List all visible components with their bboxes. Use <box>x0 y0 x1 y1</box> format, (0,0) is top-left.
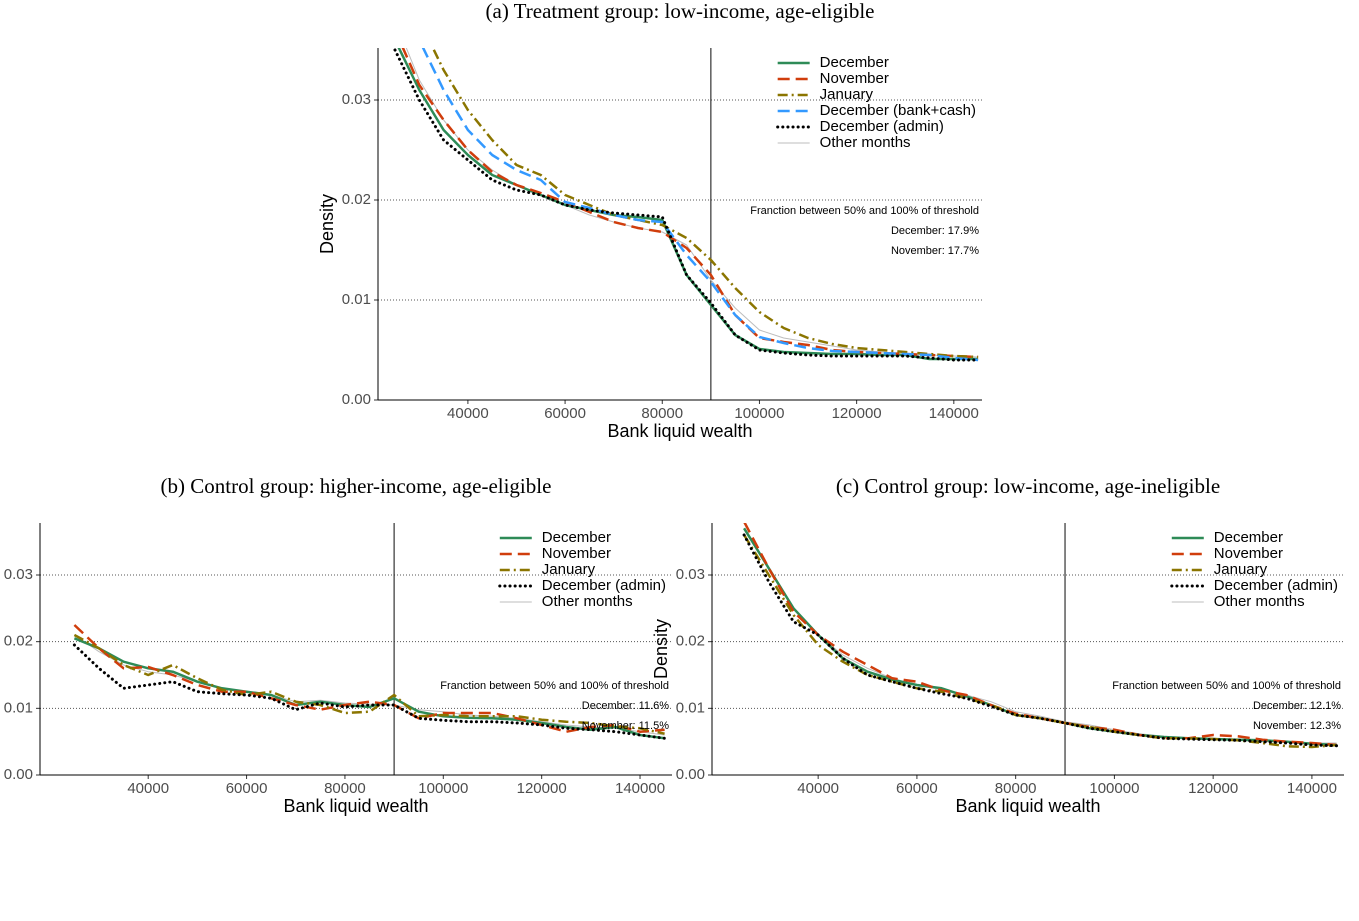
x-tick-label: 120000 <box>517 780 567 797</box>
y-axis-label: Density <box>651 619 671 679</box>
annotation: November: 12.3% <box>1253 720 1341 732</box>
y-tick-label: 0.01 <box>342 291 371 308</box>
x-tick-label: 140000 <box>929 405 979 422</box>
panel: (b) Control group: higher-income, age-el… <box>4 474 672 816</box>
series-line <box>405 48 979 358</box>
x-tick-label: 140000 <box>615 780 665 797</box>
x-tick-label: 80000 <box>995 780 1037 797</box>
y-tick-label: 0.01 <box>4 699 33 716</box>
legend-label: December <box>1214 529 1283 546</box>
x-axis-label: Bank liquid wealth <box>607 421 752 441</box>
annotation: December: 12.1% <box>1253 700 1341 712</box>
y-tick-label: 0.03 <box>676 566 705 583</box>
panel-title: (a) Treatment group: low-income, age-eli… <box>486 0 875 23</box>
series-line <box>393 48 980 362</box>
legend-label: Other months <box>542 593 633 610</box>
annotation: Franction between 50% and 100% of thresh… <box>440 680 669 692</box>
legend-label: December (admin) <box>542 577 666 594</box>
series-line <box>431 48 979 359</box>
x-tick-label: 40000 <box>127 780 169 797</box>
annotation: Franction between 50% and 100% of thresh… <box>750 205 979 217</box>
x-axis-label: Bank liquid wealth <box>283 796 428 816</box>
series-line <box>743 523 1337 747</box>
legend-label: Other months <box>1214 593 1305 610</box>
x-tick-label: 60000 <box>544 405 586 422</box>
series-line <box>743 534 1337 749</box>
x-axis-label: Bank liquid wealth <box>955 796 1100 816</box>
x-tick-label: 100000 <box>1089 780 1139 797</box>
legend-label: December (bank+cash) <box>820 102 976 119</box>
lines <box>742 523 1339 749</box>
legend-label: November <box>1214 545 1283 562</box>
legend-label: November <box>542 545 611 562</box>
y-tick-label: 0.00 <box>342 391 371 408</box>
series-line <box>73 637 665 740</box>
y-tick-label: 0.02 <box>342 191 371 208</box>
y-axis-label: Density <box>317 194 337 254</box>
x-tick-label: 60000 <box>896 780 938 797</box>
annotation: November: 17.7% <box>891 245 979 257</box>
x-tick-label: 60000 <box>226 780 268 797</box>
legend-label: November <box>820 70 889 87</box>
legend-label: December <box>542 529 611 546</box>
lines <box>72 624 667 740</box>
series-line <box>397 48 979 361</box>
x-tick-label: 40000 <box>447 405 489 422</box>
y-tick-label: 0.00 <box>4 766 33 783</box>
legend-label: Other months <box>820 134 911 151</box>
lines <box>393 48 980 362</box>
y-tick-label: 0.03 <box>342 91 371 108</box>
legend-label: January <box>1214 561 1268 578</box>
x-tick-label: 80000 <box>324 780 366 797</box>
y-tick-label: 0.03 <box>4 566 33 583</box>
series-line <box>73 624 665 733</box>
x-tick-label: 120000 <box>832 405 882 422</box>
legend-label: January <box>820 86 874 103</box>
series-line <box>73 633 665 735</box>
panel: (a) Treatment group: low-income, age-eli… <box>317 0 982 441</box>
legend-label: December (admin) <box>820 118 944 135</box>
legend-label: January <box>542 561 596 578</box>
panel-title: (b) Control group: higher-income, age-el… <box>161 474 552 498</box>
series-line <box>742 533 1339 748</box>
series-line <box>401 48 979 359</box>
annotation: December: 17.9% <box>891 225 979 237</box>
x-tick-label: 40000 <box>797 780 839 797</box>
annotation: November: 11.5% <box>582 720 669 732</box>
x-tick-label: 140000 <box>1287 780 1337 797</box>
legend-label: December <box>820 54 889 71</box>
x-tick-label: 120000 <box>1188 780 1238 797</box>
x-tick-label: 80000 <box>641 405 683 422</box>
panel: (c) Control group: low-income, age-ineli… <box>651 474 1344 816</box>
series-line <box>421 48 979 362</box>
annotation: Franction between 50% and 100% of thresh… <box>1112 680 1341 692</box>
x-tick-label: 100000 <box>418 780 468 797</box>
x-tick-label: 100000 <box>734 405 784 422</box>
legend-label: December (admin) <box>1214 577 1338 594</box>
y-tick-label: 0.00 <box>676 766 705 783</box>
annotation: December: 11.6% <box>582 700 669 712</box>
y-tick-label: 0.01 <box>676 699 705 716</box>
panel-title: (c) Control group: low-income, age-ineli… <box>836 474 1220 498</box>
y-tick-label: 0.02 <box>4 633 33 650</box>
y-tick-label: 0.02 <box>676 633 705 650</box>
